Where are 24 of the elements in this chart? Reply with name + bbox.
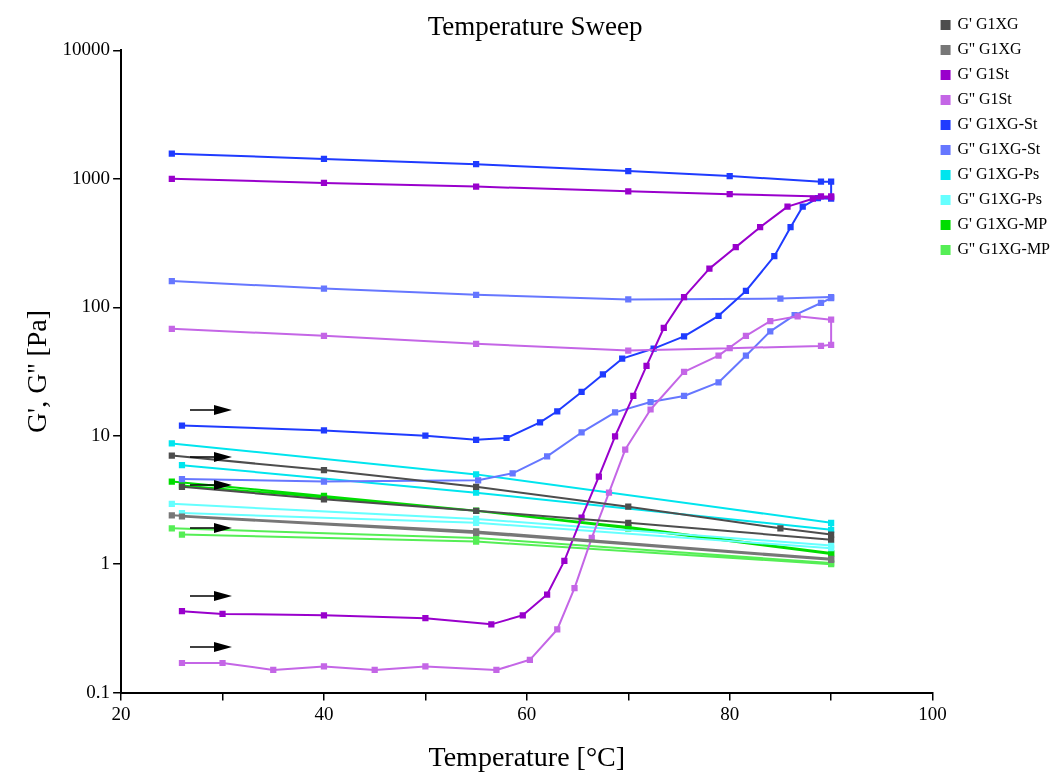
y-tick-label: 1 — [100, 552, 111, 574]
legend-label: G' G1XG-Ps — [957, 165, 1040, 183]
legend-label: G' G1XG — [957, 15, 1020, 33]
x-tick-label: 80 — [720, 702, 740, 724]
legend-label: G' G1St — [957, 65, 1010, 83]
y-tick-label: 10000 — [62, 38, 111, 60]
legend-label: G'' G1St — [957, 90, 1013, 108]
y-tick-label: 100 — [81, 295, 111, 317]
legend-label: G'' G1XG-Ps — [957, 190, 1042, 208]
x-tick-label: 100 — [918, 702, 947, 724]
y-axis-title: G', G'' [Pa] — [21, 309, 53, 434]
x-tick-label: 20 — [111, 702, 131, 724]
x-tick-label: 40 — [314, 702, 334, 724]
legend-label: G'' G1XG — [957, 40, 1022, 58]
chart-title: Temperature Sweep — [427, 11, 643, 42]
y-tick-label: 1000 — [72, 166, 111, 188]
y-tick-label: 0.1 — [86, 680, 111, 702]
x-axis-title: Temperature [°C] — [428, 740, 626, 772]
legend-label: G'' G1XG-MP — [957, 240, 1051, 258]
x-tick-label: 60 — [517, 702, 537, 724]
legend-label: G'' G1XG-St — [957, 140, 1041, 158]
y-tick-label: 10 — [91, 423, 111, 445]
legend-label: G' G1XG-St — [957, 115, 1038, 133]
legend-label: G' G1XG-MP — [957, 215, 1048, 233]
